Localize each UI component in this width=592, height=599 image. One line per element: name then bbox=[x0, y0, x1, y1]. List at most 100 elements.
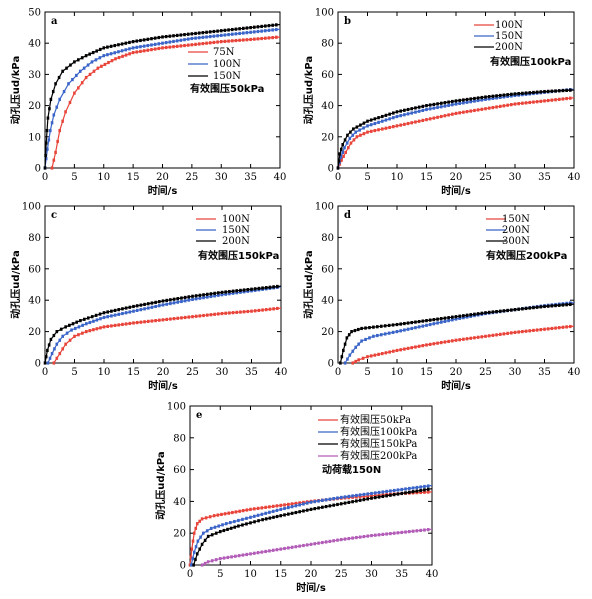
series-point bbox=[417, 319, 421, 324]
series-point bbox=[491, 333, 495, 337]
series-point bbox=[203, 561, 207, 566]
series-point bbox=[234, 32, 238, 36]
series-point bbox=[183, 33, 186, 37]
series-point bbox=[143, 307, 146, 311]
series-point bbox=[241, 31, 245, 35]
series-point bbox=[443, 316, 447, 320]
series-point bbox=[528, 306, 532, 310]
series-point bbox=[85, 330, 88, 334]
series-point bbox=[172, 34, 175, 38]
legend-entry: 75N bbox=[213, 47, 235, 58]
series-point bbox=[106, 53, 109, 57]
series-point bbox=[417, 105, 421, 109]
series-point bbox=[143, 302, 146, 307]
panel-annotation: 有效围压100kPa bbox=[490, 55, 571, 68]
series-point bbox=[395, 322, 399, 327]
series-point bbox=[373, 491, 377, 495]
series-point bbox=[58, 128, 61, 133]
series-point bbox=[217, 293, 220, 297]
series-point bbox=[343, 342, 347, 346]
series-point bbox=[451, 103, 454, 107]
series-point bbox=[517, 330, 520, 334]
series-point bbox=[447, 100, 450, 104]
legend-entry: 150N bbox=[213, 71, 241, 82]
x-tick-label: 15 bbox=[420, 367, 433, 378]
series-point bbox=[328, 504, 332, 508]
series-point bbox=[194, 36, 197, 40]
series-point bbox=[565, 96, 568, 101]
series-point bbox=[495, 333, 498, 337]
series-point bbox=[506, 93, 509, 97]
series-point bbox=[498, 309, 502, 313]
series-point bbox=[392, 349, 395, 353]
series-point bbox=[169, 298, 172, 302]
series-point bbox=[192, 531, 196, 535]
series-point bbox=[352, 138, 356, 142]
series-point bbox=[213, 294, 216, 298]
panel-label: c bbox=[51, 210, 57, 221]
series-point bbox=[120, 49, 124, 53]
series-point bbox=[71, 322, 75, 326]
series-point bbox=[380, 351, 384, 356]
series-point bbox=[77, 325, 81, 329]
series-point bbox=[175, 33, 179, 37]
series-point bbox=[469, 100, 473, 104]
series-point bbox=[419, 528, 422, 533]
series-point bbox=[350, 330, 353, 334]
x-tick-label: 35 bbox=[395, 569, 408, 580]
series-point bbox=[414, 326, 417, 330]
series-point bbox=[150, 48, 153, 52]
series-point bbox=[421, 319, 425, 323]
series-point bbox=[389, 493, 392, 497]
series-point bbox=[117, 50, 120, 54]
series-point bbox=[187, 298, 191, 302]
series-point bbox=[498, 93, 502, 98]
series-point bbox=[362, 534, 366, 539]
series-point bbox=[415, 529, 419, 533]
series-point bbox=[99, 326, 102, 330]
series-point bbox=[480, 335, 484, 339]
series-point bbox=[164, 41, 168, 45]
series-point bbox=[81, 323, 84, 327]
series-point bbox=[313, 499, 317, 504]
series-point bbox=[73, 334, 76, 338]
series-point bbox=[458, 338, 461, 342]
series-point bbox=[339, 495, 343, 500]
series-point bbox=[192, 563, 195, 567]
series-point bbox=[569, 88, 572, 92]
panel-annotation: 动荷载150N bbox=[322, 463, 381, 476]
series-point bbox=[283, 546, 286, 551]
series-line-3 bbox=[44, 23, 281, 169]
series-point bbox=[245, 26, 249, 30]
y-axis-label: 动孔压ud/kPa bbox=[9, 56, 22, 124]
panel-annotation: 有效围压150kPa bbox=[198, 249, 279, 262]
series-point bbox=[338, 152, 342, 156]
series-point bbox=[44, 153, 47, 158]
series-point bbox=[462, 110, 465, 114]
series-point bbox=[395, 110, 399, 114]
series-point bbox=[206, 560, 210, 564]
series-point bbox=[75, 73, 78, 78]
series-point bbox=[128, 47, 131, 51]
series-point bbox=[469, 336, 473, 340]
series-point bbox=[91, 50, 95, 55]
series-point bbox=[260, 36, 263, 41]
panel-annotation: 有效围压200kPa bbox=[486, 249, 567, 262]
series-point bbox=[404, 491, 407, 495]
series-point bbox=[384, 113, 388, 117]
series-point bbox=[124, 48, 128, 52]
series-point bbox=[95, 318, 99, 322]
series-point bbox=[73, 326, 77, 331]
series-point bbox=[366, 492, 370, 496]
series-point bbox=[131, 50, 135, 55]
series-point bbox=[535, 90, 539, 94]
series-point bbox=[432, 102, 436, 107]
x-tick-label: 0 bbox=[42, 367, 48, 378]
legend-entry: 200N bbox=[502, 225, 530, 236]
series-point bbox=[161, 41, 164, 45]
series-point bbox=[180, 299, 183, 304]
series-point bbox=[487, 334, 491, 338]
x-tick-label: 0 bbox=[335, 367, 341, 378]
series-point bbox=[260, 550, 264, 554]
series-point bbox=[399, 123, 402, 127]
